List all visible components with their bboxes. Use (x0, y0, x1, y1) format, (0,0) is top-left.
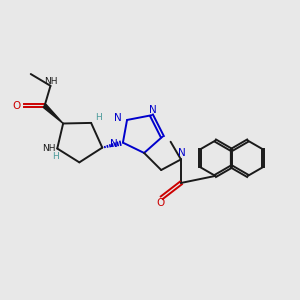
Text: O: O (156, 198, 164, 208)
Text: N: N (110, 139, 118, 149)
Text: H: H (52, 152, 59, 161)
Text: N: N (178, 148, 185, 158)
Text: N: N (149, 105, 157, 115)
Polygon shape (43, 104, 63, 124)
Text: N: N (114, 113, 122, 124)
Text: H: H (94, 113, 101, 122)
Text: O: O (12, 101, 20, 111)
Text: NH: NH (45, 76, 58, 85)
Text: NH: NH (42, 144, 56, 153)
